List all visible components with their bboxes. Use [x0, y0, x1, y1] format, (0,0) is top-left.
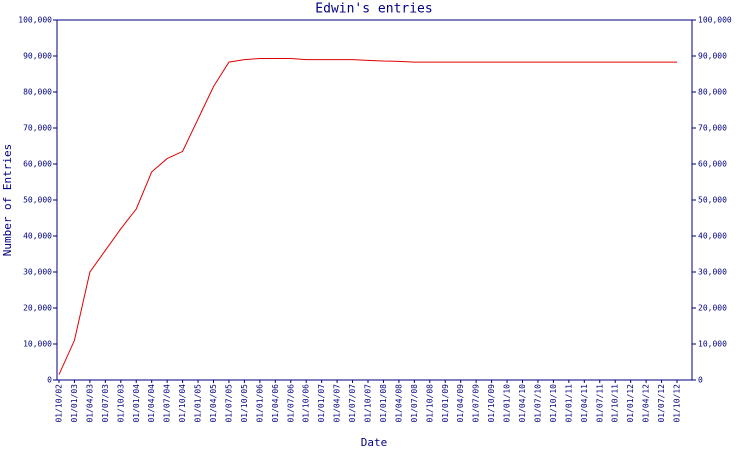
y-tick-label: 10,000 — [23, 340, 52, 349]
x-tick-label: 01/10/03 — [116, 384, 125, 423]
y2-tick-label: 20,000 — [698, 304, 727, 313]
x-tick-label: 01/07/11 — [595, 384, 604, 423]
x-tick-label: 01/04/11 — [580, 384, 589, 423]
x-tick-label: 01/01/09 — [441, 384, 450, 423]
plot-frame — [56, 19, 693, 381]
x-tick-label: 01/01/04 — [132, 384, 141, 423]
y-tick-label: 30,000 — [23, 268, 52, 277]
x-tick-label: 01/10/04 — [178, 384, 187, 423]
x-tick-label: 01/04/09 — [456, 384, 465, 423]
x-axis-label: Date — [361, 436, 388, 449]
data-line — [58, 58, 677, 375]
x-tick-label: 01/01/03 — [70, 384, 79, 423]
x-tick-label: 01/01/10 — [503, 384, 512, 423]
y-tick-label: 80,000 — [23, 88, 52, 97]
y-tick-label: 100,000 — [18, 16, 52, 25]
x-tick-label: 01/10/08 — [425, 384, 434, 423]
y2-tick-label: 90,000 — [698, 52, 727, 61]
x-tick-label: 01/10/07 — [364, 384, 373, 423]
x-tick-label: 01/04/08 — [394, 384, 403, 423]
y-tick-label: 60,000 — [23, 160, 52, 169]
x-tick-label: 01/04/10 — [518, 384, 527, 423]
x-tick-label: 01/01/11 — [564, 384, 573, 423]
x-tick-label: 01/07/06 — [286, 384, 295, 423]
x-tick-label: 01/07/10 — [533, 384, 542, 423]
x-tick-label: 01/07/12 — [657, 384, 666, 423]
x-tick-label: 01/01/12 — [626, 384, 635, 423]
y2-tick-label: 70,000 — [698, 124, 727, 133]
x-tick-label: 01/07/04 — [163, 384, 172, 423]
y-tick-label: 0 — [47, 376, 52, 385]
y-tick-label: 40,000 — [23, 232, 52, 241]
x-tick-label: 01/04/12 — [642, 384, 651, 423]
y2-tick-label: 60,000 — [698, 160, 727, 169]
y-tick-label: 50,000 — [23, 196, 52, 205]
x-tick-label: 01/01/08 — [379, 384, 388, 423]
x-tick-label: 01/10/11 — [611, 384, 620, 423]
x-tick-label: 01/01/05 — [194, 384, 203, 423]
x-tick-label: 01/10/06 — [302, 384, 311, 423]
x-tick-label: 01/10/05 — [240, 384, 249, 423]
x-tick-label: 01/07/09 — [472, 384, 481, 423]
x-tick-label: 01/04/04 — [147, 384, 156, 423]
x-tick-label: 01/04/06 — [271, 384, 280, 423]
x-tick-label: 01/04/05 — [209, 384, 218, 423]
y2-tick-label: 80,000 — [698, 88, 727, 97]
y2-tick-label: 0 — [698, 376, 703, 385]
y-tick-label: 90,000 — [23, 52, 52, 61]
x-tick-label: 01/07/07 — [348, 384, 357, 423]
x-tick-label: 01/10/10 — [549, 384, 558, 423]
x-tick-label: 01/07/03 — [101, 384, 110, 423]
y-tick-label: 20,000 — [23, 304, 52, 313]
x-tick-label: 01/04/03 — [85, 384, 94, 423]
x-tick-label: 01/10/09 — [487, 384, 496, 423]
y-tick-label: 70,000 — [23, 124, 52, 133]
x-tick-label: 01/07/05 — [224, 384, 233, 423]
y2-tick-label: 40,000 — [698, 232, 727, 241]
x-tick-label: 01/04/07 — [333, 384, 342, 423]
chart-title: Edwin's entries — [315, 2, 432, 17]
x-tick-label: 01/10/02 — [55, 384, 64, 423]
y2-tick-label: 10,000 — [698, 340, 727, 349]
x-tick-label: 01/01/07 — [317, 384, 326, 423]
y2-tick-label: 30,000 — [698, 268, 727, 277]
y2-tick-label: 100,000 — [698, 16, 732, 25]
y2-tick-label: 50,000 — [698, 196, 727, 205]
x-tick-label: 01/01/06 — [255, 384, 264, 423]
x-tick-label: 01/07/08 — [410, 384, 419, 423]
y-axis-label: Number of Entries — [1, 144, 14, 257]
x-tick-label: 01/10/12 — [673, 384, 682, 423]
